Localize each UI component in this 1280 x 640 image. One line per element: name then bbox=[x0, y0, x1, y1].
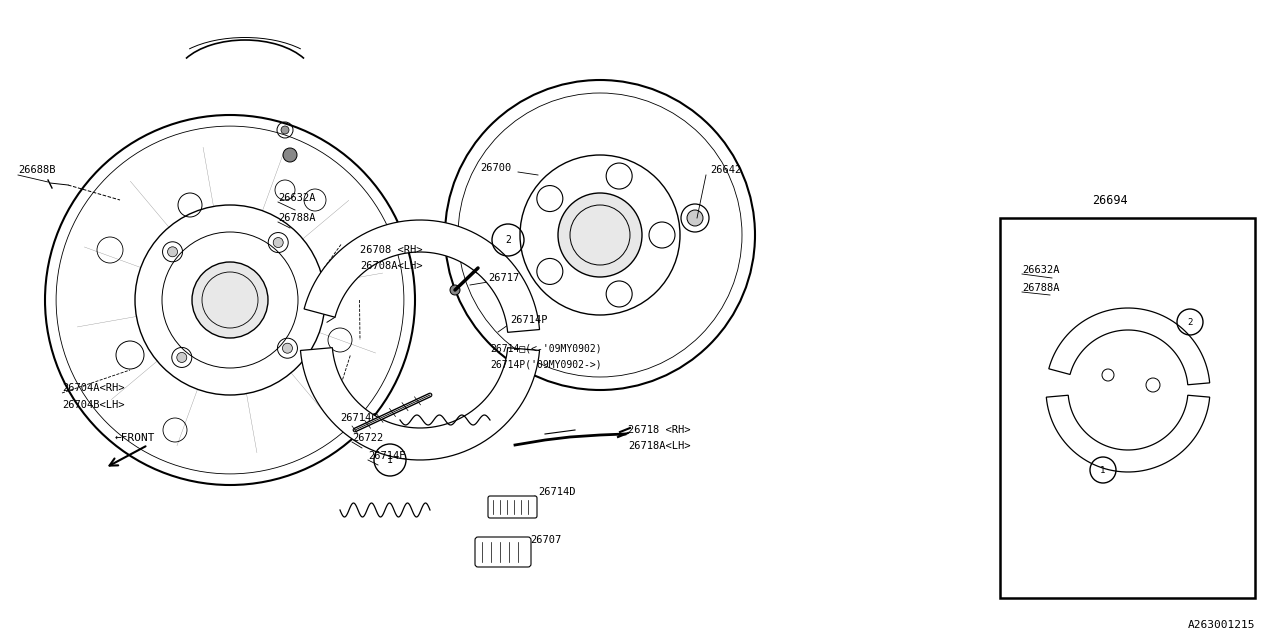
Text: 26708A<LH>: 26708A<LH> bbox=[360, 261, 422, 271]
Text: 26694: 26694 bbox=[1092, 193, 1128, 207]
Polygon shape bbox=[301, 348, 540, 460]
Text: 26718 <RH>: 26718 <RH> bbox=[628, 425, 690, 435]
Circle shape bbox=[282, 126, 289, 134]
Circle shape bbox=[168, 247, 178, 257]
Polygon shape bbox=[305, 220, 540, 332]
Text: 26704B<LH>: 26704B<LH> bbox=[61, 400, 124, 410]
Bar bbox=[1000, 218, 1254, 598]
FancyBboxPatch shape bbox=[488, 496, 538, 518]
Text: 2: 2 bbox=[1188, 317, 1193, 326]
Text: 26788A: 26788A bbox=[278, 213, 315, 223]
Text: 1: 1 bbox=[387, 455, 393, 465]
Circle shape bbox=[451, 285, 460, 295]
Circle shape bbox=[474, 263, 483, 273]
Text: 2: 2 bbox=[506, 235, 511, 245]
Circle shape bbox=[273, 237, 283, 248]
Text: 26714P: 26714P bbox=[509, 315, 548, 325]
Text: 26632A: 26632A bbox=[278, 193, 315, 203]
Text: 26714C: 26714C bbox=[340, 413, 378, 423]
Text: 26642: 26642 bbox=[710, 165, 741, 175]
Text: 1: 1 bbox=[1101, 465, 1106, 474]
Text: 26708 <RH>: 26708 <RH> bbox=[360, 245, 422, 255]
Text: 26722: 26722 bbox=[352, 433, 383, 443]
Text: 26717: 26717 bbox=[488, 273, 520, 283]
Circle shape bbox=[177, 353, 187, 362]
Circle shape bbox=[283, 148, 297, 162]
Circle shape bbox=[192, 262, 268, 338]
Polygon shape bbox=[1048, 308, 1210, 385]
Text: 26714E: 26714E bbox=[369, 451, 406, 461]
Circle shape bbox=[283, 343, 292, 353]
Text: 26700: 26700 bbox=[480, 163, 511, 173]
Text: 26632A: 26632A bbox=[1021, 265, 1060, 275]
Text: 26788A: 26788A bbox=[1021, 283, 1060, 293]
Circle shape bbox=[558, 193, 643, 277]
Circle shape bbox=[687, 210, 703, 226]
Text: A263001215: A263001215 bbox=[1188, 620, 1254, 630]
Text: 26714P('09MY0902->): 26714P('09MY0902->) bbox=[490, 359, 602, 369]
FancyBboxPatch shape bbox=[475, 537, 531, 567]
Text: 26704A<RH>: 26704A<RH> bbox=[61, 383, 124, 393]
Text: 26688B: 26688B bbox=[18, 165, 55, 175]
Text: ←FRONT: ←FRONT bbox=[115, 433, 155, 443]
Text: 26718A<LH>: 26718A<LH> bbox=[628, 441, 690, 451]
Text: 26707: 26707 bbox=[530, 535, 561, 545]
Polygon shape bbox=[1046, 396, 1210, 472]
Text: 26714□(<-'09MY0902): 26714□(<-'09MY0902) bbox=[490, 343, 602, 353]
Text: 26714D: 26714D bbox=[538, 487, 576, 497]
